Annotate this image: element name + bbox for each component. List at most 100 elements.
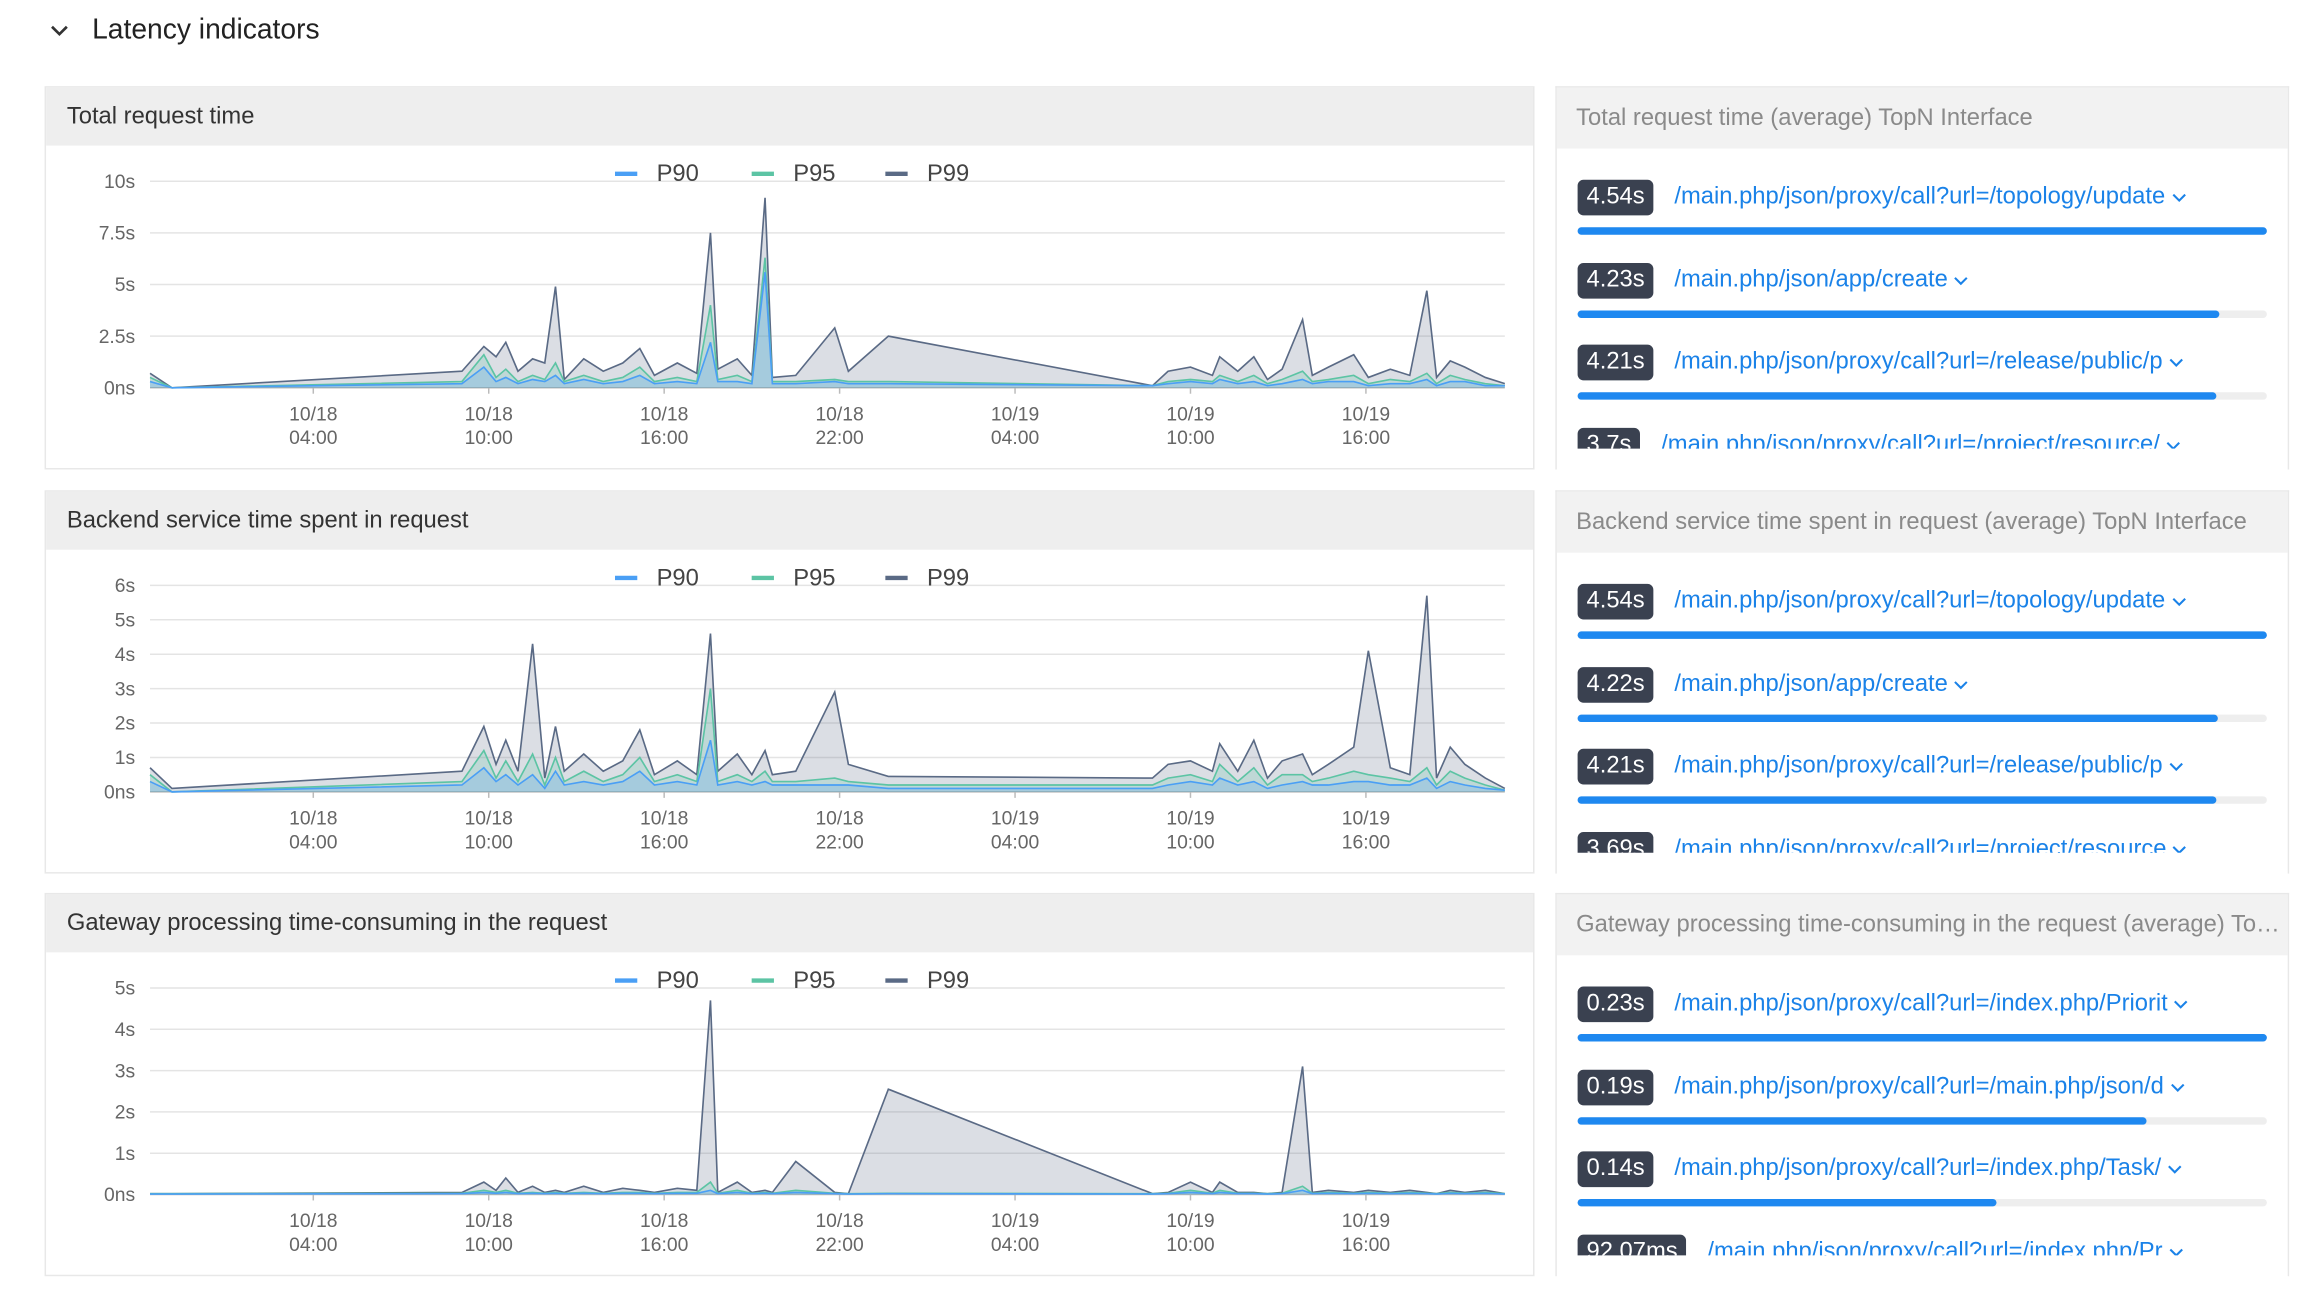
expand-icon[interactable] (1952, 271, 1970, 289)
topn-item: 0.19s/main.php/json/proxy/call?url=/main… (1577, 1069, 2267, 1125)
expand-icon[interactable] (1952, 676, 1970, 694)
expand-icon[interactable] (2164, 437, 2182, 449)
x-tick-time: 04:00 (289, 1235, 337, 1256)
topn-item: 0.23s/main.php/json/proxy/call?url=/inde… (1577, 986, 2267, 1042)
value-badge: 4.54s (1577, 583, 1654, 620)
x-tick-date: 10/19 (1166, 809, 1214, 830)
expand-icon[interactable] (2168, 1078, 2186, 1096)
topn-row: 0.14s/main.php/json/proxy/call?url=/inde… (1577, 1151, 2267, 1188)
progress-track (1577, 310, 2267, 318)
x-tick-time: 22:00 (815, 1235, 863, 1256)
x-tick-date: 10/18 (289, 809, 337, 830)
x-tick-time: 10:00 (465, 428, 513, 449)
x-tick-time: 16:00 (640, 428, 688, 449)
x-tick-time: 04:00 (991, 1235, 1039, 1256)
series-area (150, 740, 1505, 792)
value-badge: 4.54s (1577, 179, 1654, 216)
x-tick-date: 10/18 (640, 404, 688, 425)
x-tick-time: 16:00 (640, 1235, 688, 1256)
value-badge: 4.21s (1577, 345, 1654, 381)
chart: 0ns 2.5s 5s 7.5s 10s 10/18 04:00 10/18 10:00 10/1… (99, 160, 1506, 449)
x-tick-date: 10/19 (1166, 404, 1214, 425)
endpoint-link[interactable]: /main.php/json/proxy/call?url=/index.php… (1674, 990, 2168, 1017)
chevron (1954, 680, 1968, 689)
endpoint-link[interactable]: /main.php/json/app/create (1674, 671, 1948, 697)
x-tick-date: 10/19 (991, 809, 1039, 830)
endpoint-link[interactable]: /main.php/json/proxy/call?url=/main.php/… (1674, 1073, 2164, 1099)
expand-icon[interactable] (2172, 995, 2190, 1013)
legend-label: P99 (927, 160, 969, 187)
legend-label: P95 (793, 160, 835, 187)
y-tick-label: 6s (115, 576, 135, 597)
x-tick-date: 10/18 (815, 809, 863, 830)
topn-row: 3.69s/main.php/json/proxy/call?url=/proj… (1577, 832, 2267, 853)
topn-item: 4.23s/main.php/json/app/create (1577, 262, 2267, 318)
progress-bar (1577, 796, 2217, 805)
expand-icon[interactable] (2167, 354, 2185, 372)
x-tick-time: 22:00 (815, 832, 863, 853)
chevron (2167, 1166, 2182, 1175)
x-tick-date: 10/18 (465, 809, 513, 830)
progress-bar (1577, 392, 2217, 401)
endpoint-link[interactable]: /main.php/json/proxy/call?url=/index.php… (1707, 1239, 2163, 1256)
x-tick-time: 16:00 (1342, 832, 1390, 853)
topn-item: 92.07ms/main.php/json/proxy/call?url=/in… (1577, 1234, 2267, 1256)
expand-icon[interactable] (2167, 1244, 2185, 1256)
x-tick-date: 10/19 (1166, 1211, 1214, 1232)
expand-icon[interactable] (2170, 593, 2188, 611)
value-badge: 3.69s (1577, 832, 1654, 853)
y-tick-label: 5s (115, 979, 135, 1000)
progress-track (1577, 631, 2267, 639)
chevron (2174, 1000, 2188, 1009)
endpoint-link[interactable]: /main.php/json/proxy/call?url=/index.php… (1674, 1156, 2162, 1182)
endpoint-link[interactable]: /main.php/json/proxy/call?url=/topology/… (1674, 588, 2166, 614)
chart: 0ns1s2s3s4s5s6s10/1804:0010/1810:0010/18… (104, 564, 1506, 853)
topn-row: 4.54s/main.php/json/proxy/call?url=/topo… (1577, 583, 2267, 620)
chevron (2166, 442, 2180, 449)
expand-icon[interactable] (2166, 1161, 2184, 1179)
progress-bar (1577, 227, 2267, 235)
topn-row: 92.07ms/main.php/json/proxy/call?url=/in… (1577, 1234, 2267, 1256)
x-tick-date: 10/18 (815, 404, 863, 425)
topn-list: 4.54s/main.php/json/proxy/call?url=/topo… (1557, 149, 2288, 449)
y-tick-label: 4s (115, 1020, 135, 1041)
progress-bar (1577, 1034, 2267, 1042)
topn-item: 4.21s/main.php/json/proxy/call?url=/rele… (1577, 345, 2267, 401)
value-badge: 0.23s (1577, 986, 1654, 1023)
topn-title: Backend service time spent in request (a… (1556, 491, 2288, 553)
endpoint-link[interactable]: /main.php/json/app/create (1674, 266, 1948, 293)
expand-icon[interactable] (2167, 758, 2185, 776)
x-tick-time: 04:00 (289, 428, 337, 449)
x-tick-date: 10/18 (289, 404, 337, 425)
value-badge: 4.22s (1577, 666, 1654, 703)
endpoint-link[interactable]: /main.php/json/proxy/call?url=/release/p… (1674, 349, 2163, 375)
progress-track (1577, 227, 2267, 235)
series-line (149, 197, 1506, 389)
x-tick-date: 10/19 (991, 404, 1039, 425)
endpoint-link[interactable]: /main.php/json/proxy/call?url=/release/p… (1674, 753, 2163, 780)
endpoint-link[interactable]: /main.php/json/proxy/call?url=/project/r… (1661, 432, 2160, 449)
x-tick-time: 04:00 (289, 832, 337, 853)
x-tick-time: 10:00 (465, 1235, 513, 1256)
series-line (149, 272, 1505, 389)
endpoint-link[interactable]: /main.php/json/proxy/call?url=/project/r… (1674, 836, 2167, 853)
expand-icon[interactable] (2170, 189, 2188, 207)
series-area (150, 688, 1505, 792)
section-header[interactable]: Latency indicators (48, 12, 320, 51)
expand-icon[interactable] (2171, 841, 2189, 853)
chevron (2170, 1083, 2184, 1092)
progress-bar (1577, 714, 2219, 722)
series-area (150, 197, 1505, 388)
endpoint-link[interactable]: /main.php/json/proxy/call?url=/topology/… (1674, 184, 2166, 210)
chevron (2171, 193, 2186, 203)
progress-track (1577, 714, 2267, 722)
topn-row: 4.54s/main.php/json/proxy/call?url=/topo… (1577, 179, 2267, 216)
collapse-icon[interactable] (48, 19, 72, 43)
legend-label: P99 (927, 967, 969, 994)
chart-card: Total request time 0ns 2.5s 5s 7.5s 10s 10/18 0… (44, 86, 1535, 470)
topn-card: Backend service time spent in request (a… (1555, 490, 2290, 874)
y-tick-label: 2s (115, 1103, 135, 1124)
series-line (149, 257, 1505, 389)
topn-row: 0.19s/main.php/json/proxy/call?url=/main… (1577, 1069, 2267, 1105)
